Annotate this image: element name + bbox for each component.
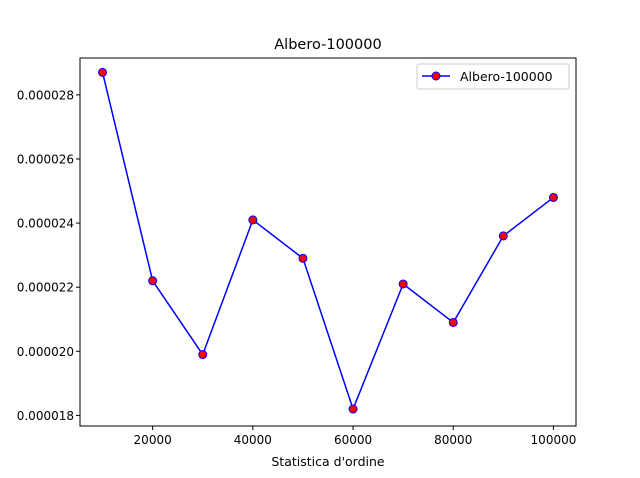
x-tick-label: 20000 xyxy=(134,433,172,447)
legend: Albero-100000 xyxy=(416,63,570,90)
plot-frame xyxy=(79,57,577,427)
x-tick-label: 80000 xyxy=(434,433,472,447)
y-tick-label: 0.000018 xyxy=(17,409,74,423)
data-point xyxy=(448,317,458,327)
y-tick-label: 0.000024 xyxy=(17,217,74,231)
plot-area xyxy=(80,58,576,426)
data-point xyxy=(348,404,358,414)
data-point xyxy=(198,350,208,360)
data-point xyxy=(98,67,108,77)
data-point xyxy=(498,231,508,241)
series-line xyxy=(101,72,554,410)
y-tick-label: 0.000022 xyxy=(17,281,74,295)
x-tick-label: 40000 xyxy=(234,433,272,447)
x-axis: 20000 40000 60000 80000 100000 xyxy=(134,426,577,447)
legend-box xyxy=(416,63,570,90)
y-axis: 0.000018 0.000020 0.000022 0.000024 0.000026… xyxy=(17,88,80,423)
x-axis-label: Statistica d'ordine xyxy=(271,454,385,469)
y-tick-label: 0.000028 xyxy=(17,88,74,102)
x-tick-label: 60000 xyxy=(334,433,372,447)
data-point xyxy=(298,253,308,263)
x-tick-label: 100000 xyxy=(531,433,577,447)
legend-marker xyxy=(431,71,441,81)
data-point xyxy=(398,279,408,289)
legend-label: Albero-100000 xyxy=(460,69,553,84)
series-layer xyxy=(98,67,558,414)
data-point xyxy=(548,192,558,202)
data-point xyxy=(248,215,258,225)
chart-title: Albero-100000 xyxy=(274,37,381,53)
data-point xyxy=(148,276,158,286)
y-tick-label: 0.000026 xyxy=(17,152,74,166)
y-tick-label: 0.000020 xyxy=(17,345,74,359)
